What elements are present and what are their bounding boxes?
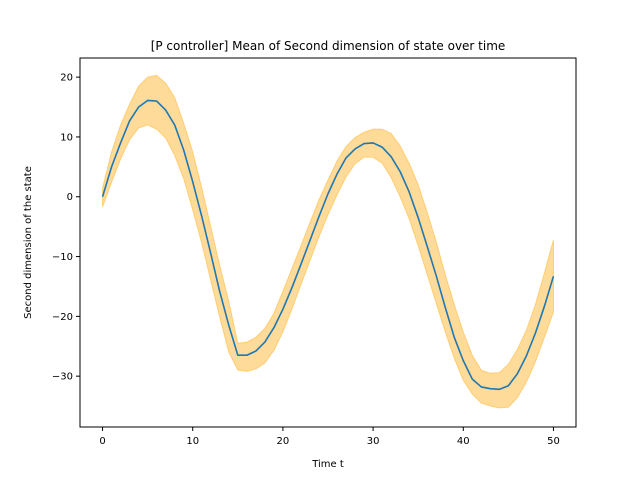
y-tick-label: −10 [52,252,73,263]
axes-frame [79,57,577,428]
x-axis: 0 10 20 30 40 50 [99,427,560,447]
confidence-band [102,74,554,409]
x-tick-label: 30 [367,436,380,447]
x-tick-label: 0 [99,436,105,447]
y-tick-label: −20 [52,312,73,323]
mean-line [101,99,555,391]
y-axis-label: Second dimension of the state [23,166,34,319]
x-tick-label: 10 [186,436,199,447]
x-tick-label: 50 [547,436,560,447]
chart-title: [P controller] Mean of Second dimension … [151,39,506,53]
x-tick-label: 40 [457,436,470,447]
y-tick-label: 10 [60,132,73,143]
y-tick-label: 0 [67,192,73,203]
y-axis: −30 −20 −10 0 10 20 [52,73,80,383]
y-tick-label: −30 [52,372,73,383]
y-tick-label: 20 [60,73,73,84]
x-axis-label: Time t [311,459,344,470]
x-tick-label: 20 [277,436,290,447]
plot-area [101,74,555,409]
